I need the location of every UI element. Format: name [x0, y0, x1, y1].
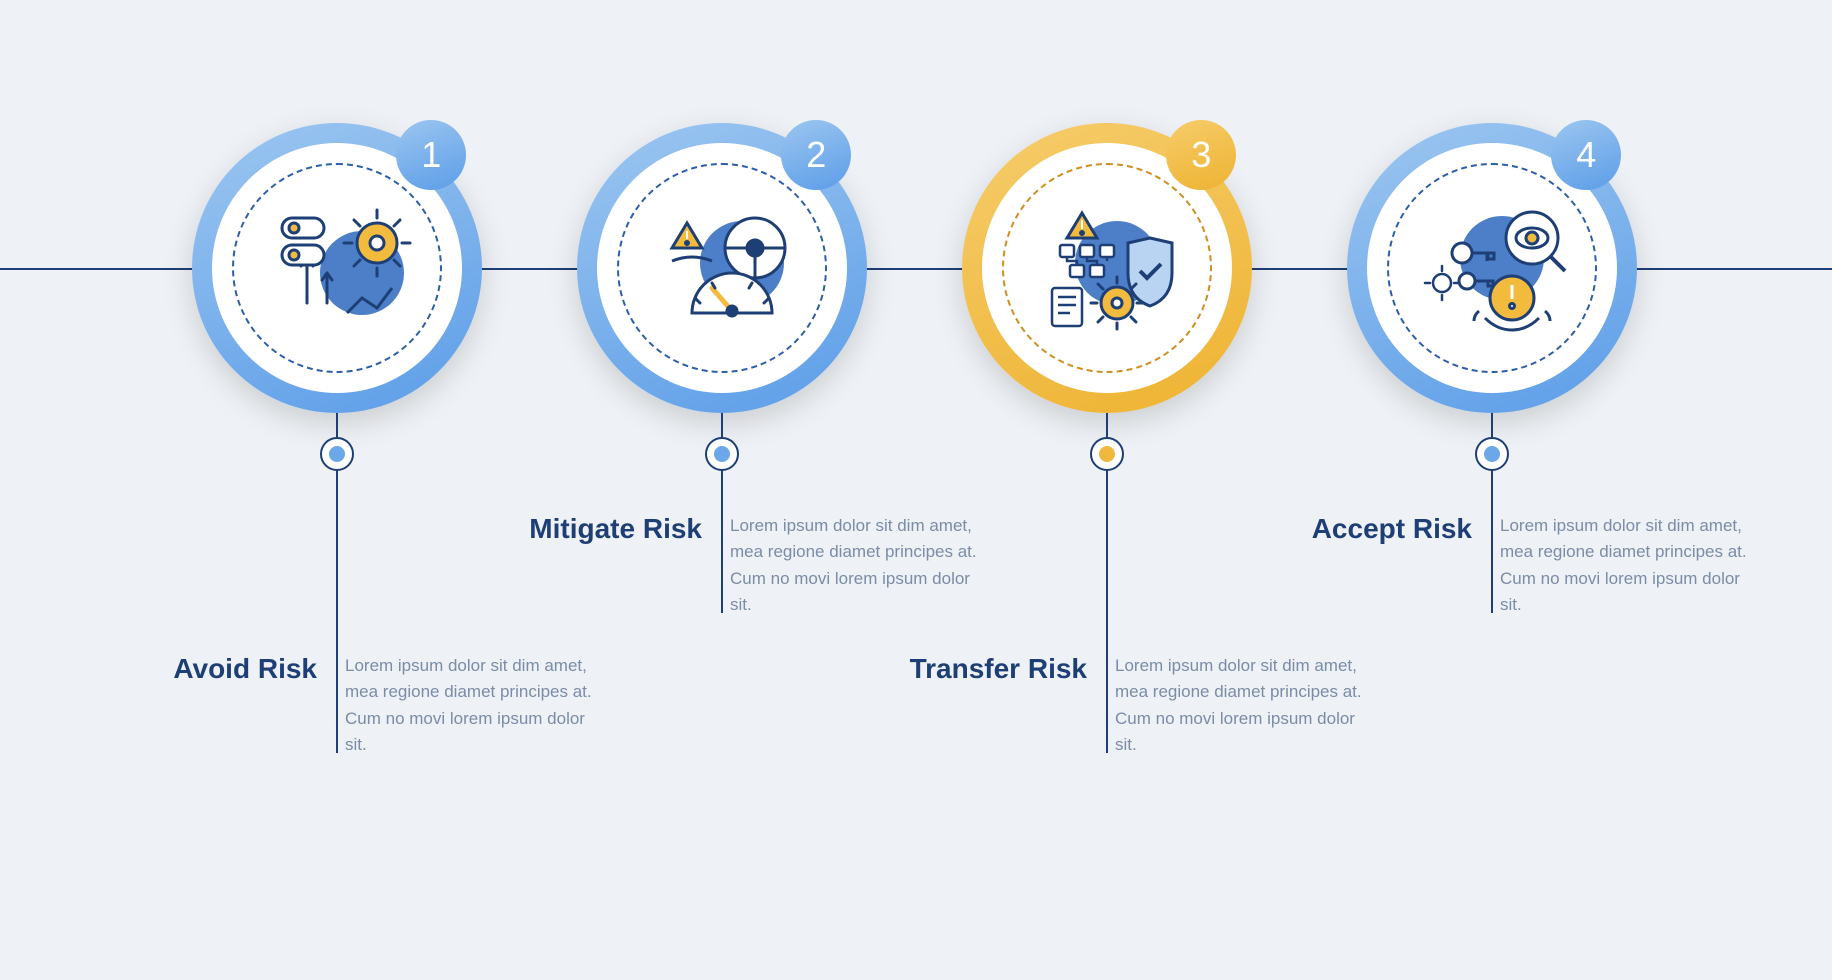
step-title: Avoid Risk [127, 653, 317, 685]
step-description: Lorem ipsum dolor sit dim amet, mea regi… [345, 653, 605, 758]
connector-dot-fill [714, 446, 730, 462]
step-title: Accept Risk [1282, 513, 1472, 545]
steering-gauge-icon [617, 163, 827, 373]
eye-key-icon [1387, 163, 1597, 373]
step-label-block: Avoid Risk Lorem ipsum dolor sit dim amet… [127, 653, 605, 758]
step-title: Transfer Risk [877, 653, 1087, 685]
step-label-block: Accept Risk Lorem ipsum dolor sit dim ame… [1282, 513, 1760, 618]
process-gear-icon [232, 163, 442, 373]
step-number-badge: 2 [781, 120, 851, 190]
connector-dot-fill [1099, 446, 1115, 462]
step-label-block: Transfer Risk Lorem ipsum dolor sit dim a… [877, 653, 1375, 758]
step-number-badge: 4 [1551, 120, 1621, 190]
step-number-badge: 3 [1166, 120, 1236, 190]
shield-flow-icon [1002, 163, 1212, 373]
step-description: Lorem ipsum dolor sit dim amet, mea regi… [1115, 653, 1375, 758]
step-number: 3 [1191, 134, 1211, 176]
step-number: 4 [1576, 134, 1596, 176]
step-description: Lorem ipsum dolor sit dim amet, mea regi… [730, 513, 990, 618]
step-label-block: Mitigate Risk Lorem ipsum dolor sit dim a… [492, 513, 990, 618]
connector-dot-fill [1484, 446, 1500, 462]
step-title: Mitigate Risk [492, 513, 702, 545]
connector-dot-fill [329, 446, 345, 462]
step-description: Lorem ipsum dolor sit dim amet, mea regi… [1500, 513, 1760, 618]
step-number: 1 [421, 134, 441, 176]
infographic-canvas: 1 Avoid Risk Lorem ipsum dolor sit dim ame… [0, 0, 1832, 980]
step-number-badge: 1 [396, 120, 466, 190]
step-number: 2 [806, 134, 826, 176]
